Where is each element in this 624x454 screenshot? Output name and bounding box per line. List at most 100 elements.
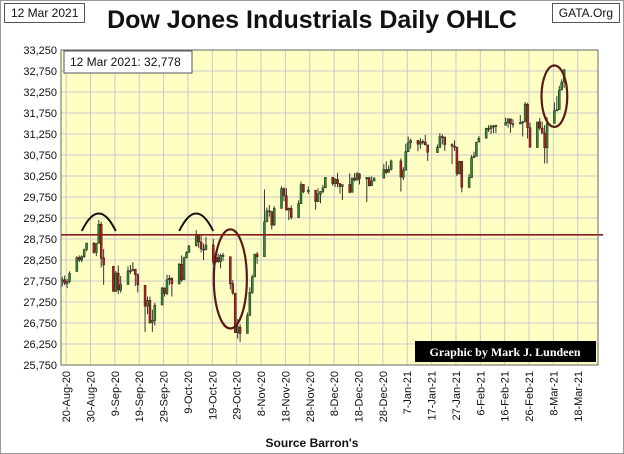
ohlc-body xyxy=(182,257,186,280)
ohlc-body xyxy=(78,257,81,261)
last-value-label: 12 Mar 2021: 32,778 xyxy=(70,55,181,69)
ohlc-bar xyxy=(545,117,549,164)
ohlc-bar xyxy=(314,189,317,210)
ohlc-body xyxy=(263,221,266,257)
ohlc-body xyxy=(336,179,339,184)
ohlc-bar xyxy=(367,176,371,187)
ohlc-bar xyxy=(477,136,481,143)
plot-area xyxy=(61,50,598,365)
ohlc-bar xyxy=(163,287,166,297)
ohlc-body xyxy=(246,315,249,334)
ohlc-body xyxy=(460,161,464,188)
ohlc-body xyxy=(358,173,361,180)
ohlc-bar xyxy=(136,273,139,293)
ohlc-bar xyxy=(353,173,356,182)
ohlc-bar xyxy=(248,287,252,316)
ohlc-bar xyxy=(85,242,88,252)
ohlc-bar xyxy=(421,139,425,145)
x-tick-label: 18-Nov-20 xyxy=(280,371,292,422)
ohlc-bar xyxy=(289,205,293,220)
ohlc-bar xyxy=(350,177,354,193)
ohlc-body xyxy=(119,284,122,291)
ohlc-body xyxy=(441,136,444,138)
ohlc-bar xyxy=(382,164,386,179)
x-tick-label: 18-Mar-21 xyxy=(573,371,585,422)
ohlc-bar xyxy=(406,136,410,153)
ohlc-body xyxy=(543,132,546,148)
ohlc-bar xyxy=(99,221,103,268)
ohlc-bar xyxy=(492,124,495,134)
ohlc-bar xyxy=(114,270,118,292)
ohlc-body xyxy=(236,326,239,333)
ohlc-bar xyxy=(63,275,66,286)
ohlc-bar xyxy=(151,309,154,332)
ohlc-body xyxy=(302,184,305,193)
ohlc-bar xyxy=(119,275,122,293)
ohlc-bar xyxy=(521,120,524,137)
ohlc-bar xyxy=(519,115,522,125)
ohlc-body xyxy=(229,256,232,284)
ohlc-body xyxy=(289,208,293,218)
ohlc-bar xyxy=(238,324,242,342)
ohlc-body xyxy=(216,257,220,262)
ohlc-body xyxy=(370,180,373,186)
annotation-arc xyxy=(80,212,117,232)
ohlc-bar xyxy=(75,256,79,273)
annotation-ellipse xyxy=(540,64,569,129)
ohlc-body xyxy=(255,253,259,258)
ohlc-bar xyxy=(299,181,303,205)
ohlc-body xyxy=(382,169,386,179)
ohlc-bar xyxy=(387,165,390,173)
ohlc-body xyxy=(450,144,454,147)
ohlc-body xyxy=(409,140,412,144)
ohlc-bar xyxy=(321,184,325,194)
ohlc-bar xyxy=(372,177,376,182)
ohlc-bar xyxy=(117,265,120,295)
ohlc-body xyxy=(509,118,512,125)
ohlc-bar xyxy=(95,242,98,257)
credit-label: Graphic by Mark J. Lundeen xyxy=(429,345,580,359)
ohlc-bar xyxy=(370,176,373,187)
ohlc-body xyxy=(365,177,369,180)
x-tick-label: 7-Jan-21 xyxy=(402,371,414,414)
x-tick-label: 9-Oct-20 xyxy=(183,371,195,414)
ohlc-bar xyxy=(253,253,256,278)
ohlc-body xyxy=(307,190,310,192)
ohlc-body xyxy=(560,81,563,91)
ohlc-bar xyxy=(134,268,137,287)
ohlc-body xyxy=(75,257,79,272)
y-tick-label: 32,750 xyxy=(23,66,57,78)
ohlc-body xyxy=(438,136,442,148)
ohlc-body xyxy=(424,141,427,146)
ohlc-bar xyxy=(338,183,342,194)
x-tick-label: 29-Sep-20 xyxy=(159,371,171,422)
y-tick-label: 25,750 xyxy=(23,360,57,372)
ohlc-bar xyxy=(355,171,359,181)
ohlc-body xyxy=(202,248,205,251)
ohlc-body xyxy=(453,145,456,148)
ohlc-bar xyxy=(385,161,388,174)
ohlc-bar xyxy=(272,206,276,226)
ohlc-body xyxy=(151,320,154,323)
y-tick-label: 27,250 xyxy=(23,297,57,309)
y-tick-labels: 25,750 26,250 26,750 27,250 27,750 28,250 28,7… xyxy=(23,45,57,372)
ohlc-bar xyxy=(216,253,220,263)
ohlc-bar xyxy=(285,188,288,211)
ohlc-body xyxy=(472,155,476,158)
ohlc-bar xyxy=(282,187,286,202)
ohlc-bar xyxy=(389,159,393,171)
ohlc-bar xyxy=(509,118,512,133)
ohlc-bar xyxy=(270,210,274,230)
ohlc-bar xyxy=(319,191,322,204)
ohlc-body xyxy=(233,292,237,333)
ohlc-bar xyxy=(78,255,81,263)
ohlc-bar xyxy=(177,262,181,285)
ohlc-body xyxy=(324,177,327,189)
ohlc-body xyxy=(419,141,422,145)
ohlc-body xyxy=(519,122,522,125)
ohlc-bar xyxy=(331,176,334,186)
ohlc-bar xyxy=(484,127,488,139)
x-tick-label: 19-Oct-20 xyxy=(207,371,219,420)
ohlc-bar xyxy=(543,125,546,164)
ohlc-body xyxy=(523,103,527,123)
